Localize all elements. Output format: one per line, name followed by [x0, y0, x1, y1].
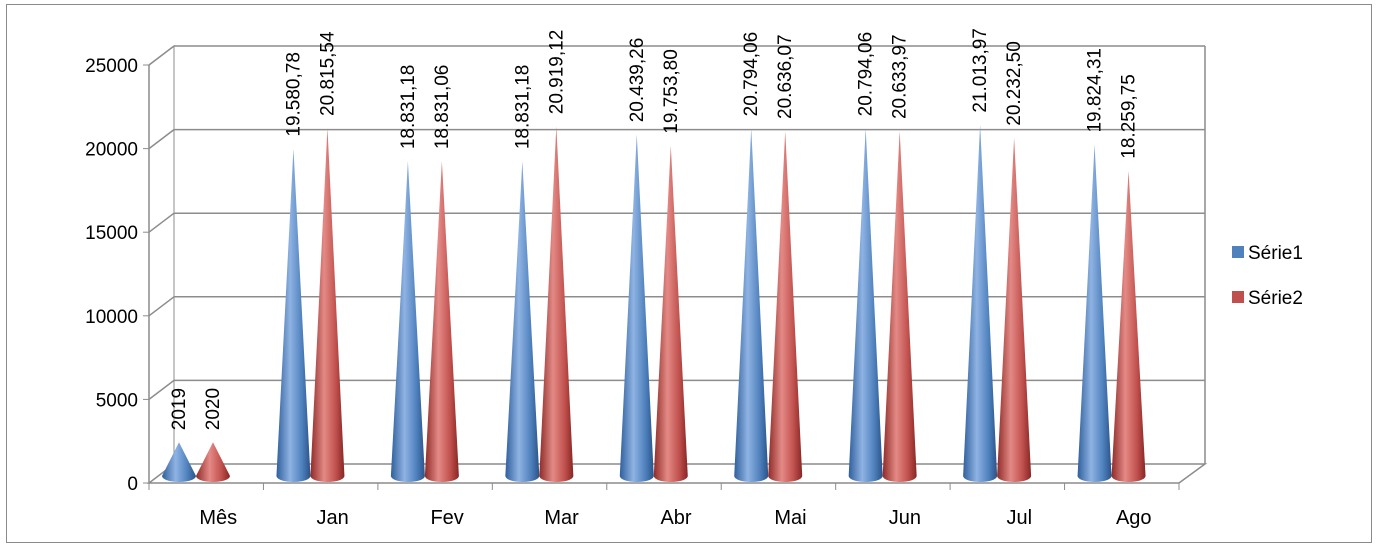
x-category-label: Ago: [1116, 507, 1152, 529]
data-label: 20.794,06: [741, 32, 762, 117]
cone-bar-serie2-2: [424, 161, 459, 482]
data-label: 2020: [203, 388, 224, 430]
data-label: 2019: [169, 388, 190, 430]
cone-bar-serie1-1: [276, 148, 311, 482]
cone-bar-serie2-6: [882, 131, 917, 482]
x-category-label: Jun: [889, 507, 921, 529]
gridline-depth: [148, 45, 175, 66]
legend-label: Série1: [1248, 243, 1303, 264]
data-label: 18.831,18: [512, 65, 533, 150]
legend-swatch: [1232, 246, 1244, 258]
cone-bar-serie1-3: [505, 161, 540, 482]
cone-bar-serie1-5: [734, 128, 769, 483]
axes: [148, 46, 1206, 483]
y-tick-label: 5000: [96, 390, 138, 411]
y-tick-label: 15000: [85, 223, 138, 244]
gridlines: [148, 45, 1205, 400]
cone-bar-serie1-0: [162, 442, 196, 482]
x-category-label: Mar: [544, 507, 579, 529]
cone-bar-serie2-8: [1111, 170, 1146, 483]
x-category-label: Abr: [660, 507, 691, 529]
cone-bar-serie1-6: [848, 128, 883, 483]
cone-chart: 0 5000 10000 15000 20000 25000 Mês Jan Fev Mar Ab…: [85, 28, 1303, 529]
data-label: 21.013,97: [970, 28, 991, 113]
data-label: 20.232,50: [1004, 41, 1025, 126]
cone-bar-serie2-4: [653, 145, 688, 482]
cone-bars: [162, 124, 1146, 483]
data-label: 20.636,07: [775, 34, 796, 119]
cone-bar-serie2-7: [997, 137, 1032, 483]
x-category-label: Fev: [430, 507, 463, 529]
x-category-label: Jan: [317, 507, 349, 529]
gridline-depth: [148, 212, 175, 233]
x-category-label: Mês: [199, 507, 237, 529]
gridline-depth: [148, 296, 175, 317]
x-category-label: Mai: [774, 507, 806, 529]
cone-bar-serie2-5: [768, 130, 803, 482]
legend-label: Série2: [1248, 288, 1303, 309]
y-axis-ticks: 0 5000 10000 15000 20000 25000: [85, 56, 149, 495]
cone-bar-serie1-8: [1077, 144, 1112, 482]
data-label: 18.259,75: [1119, 74, 1140, 159]
chart-frame: 0 5000 10000 15000 20000 25000 Mês Jan Fev Mar Ab…: [6, 4, 1372, 543]
x-category-label: Jul: [1007, 507, 1033, 529]
y-tick-label: 10000: [85, 307, 138, 328]
data-label: 20.815,54: [317, 31, 338, 116]
legend: Série1 Série2: [1232, 243, 1303, 309]
cone-bar-serie1-2: [390, 161, 425, 482]
cone-bar-serie2-0: [196, 442, 230, 482]
data-label: 20.439,26: [627, 38, 648, 123]
y-tick-label: 20000: [85, 140, 138, 161]
data-label: 18.831,06: [432, 65, 453, 150]
cone-bar-serie1-4: [619, 134, 654, 483]
data-label: 19.580,78: [283, 52, 304, 137]
cone-bar-serie2-1: [310, 127, 345, 482]
cone-bar-serie1-7: [963, 124, 998, 482]
data-label: 20.919,12: [546, 30, 567, 115]
data-label: 20.633,97: [890, 34, 911, 119]
gridline-depth: [148, 379, 175, 400]
data-label: 18.831,18: [398, 65, 419, 150]
gridline-depth: [148, 129, 175, 150]
data-label: 19.824,31: [1085, 48, 1106, 133]
data-label: 19.753,80: [661, 49, 682, 134]
y-tick-label: 25000: [85, 56, 138, 77]
x-axis-categories: Mês Jan Fev Mar Abr Mai Jun Jul Ago: [148, 483, 1180, 529]
legend-swatch: [1232, 291, 1244, 303]
y-tick-label: 0: [127, 474, 138, 495]
data-label: 20.794,06: [856, 32, 877, 117]
data-labels: 2019 19.580,78 18.831,18 18.831,18 20.439,26…: [169, 28, 1140, 430]
cone-bar-serie2-3: [539, 126, 574, 483]
